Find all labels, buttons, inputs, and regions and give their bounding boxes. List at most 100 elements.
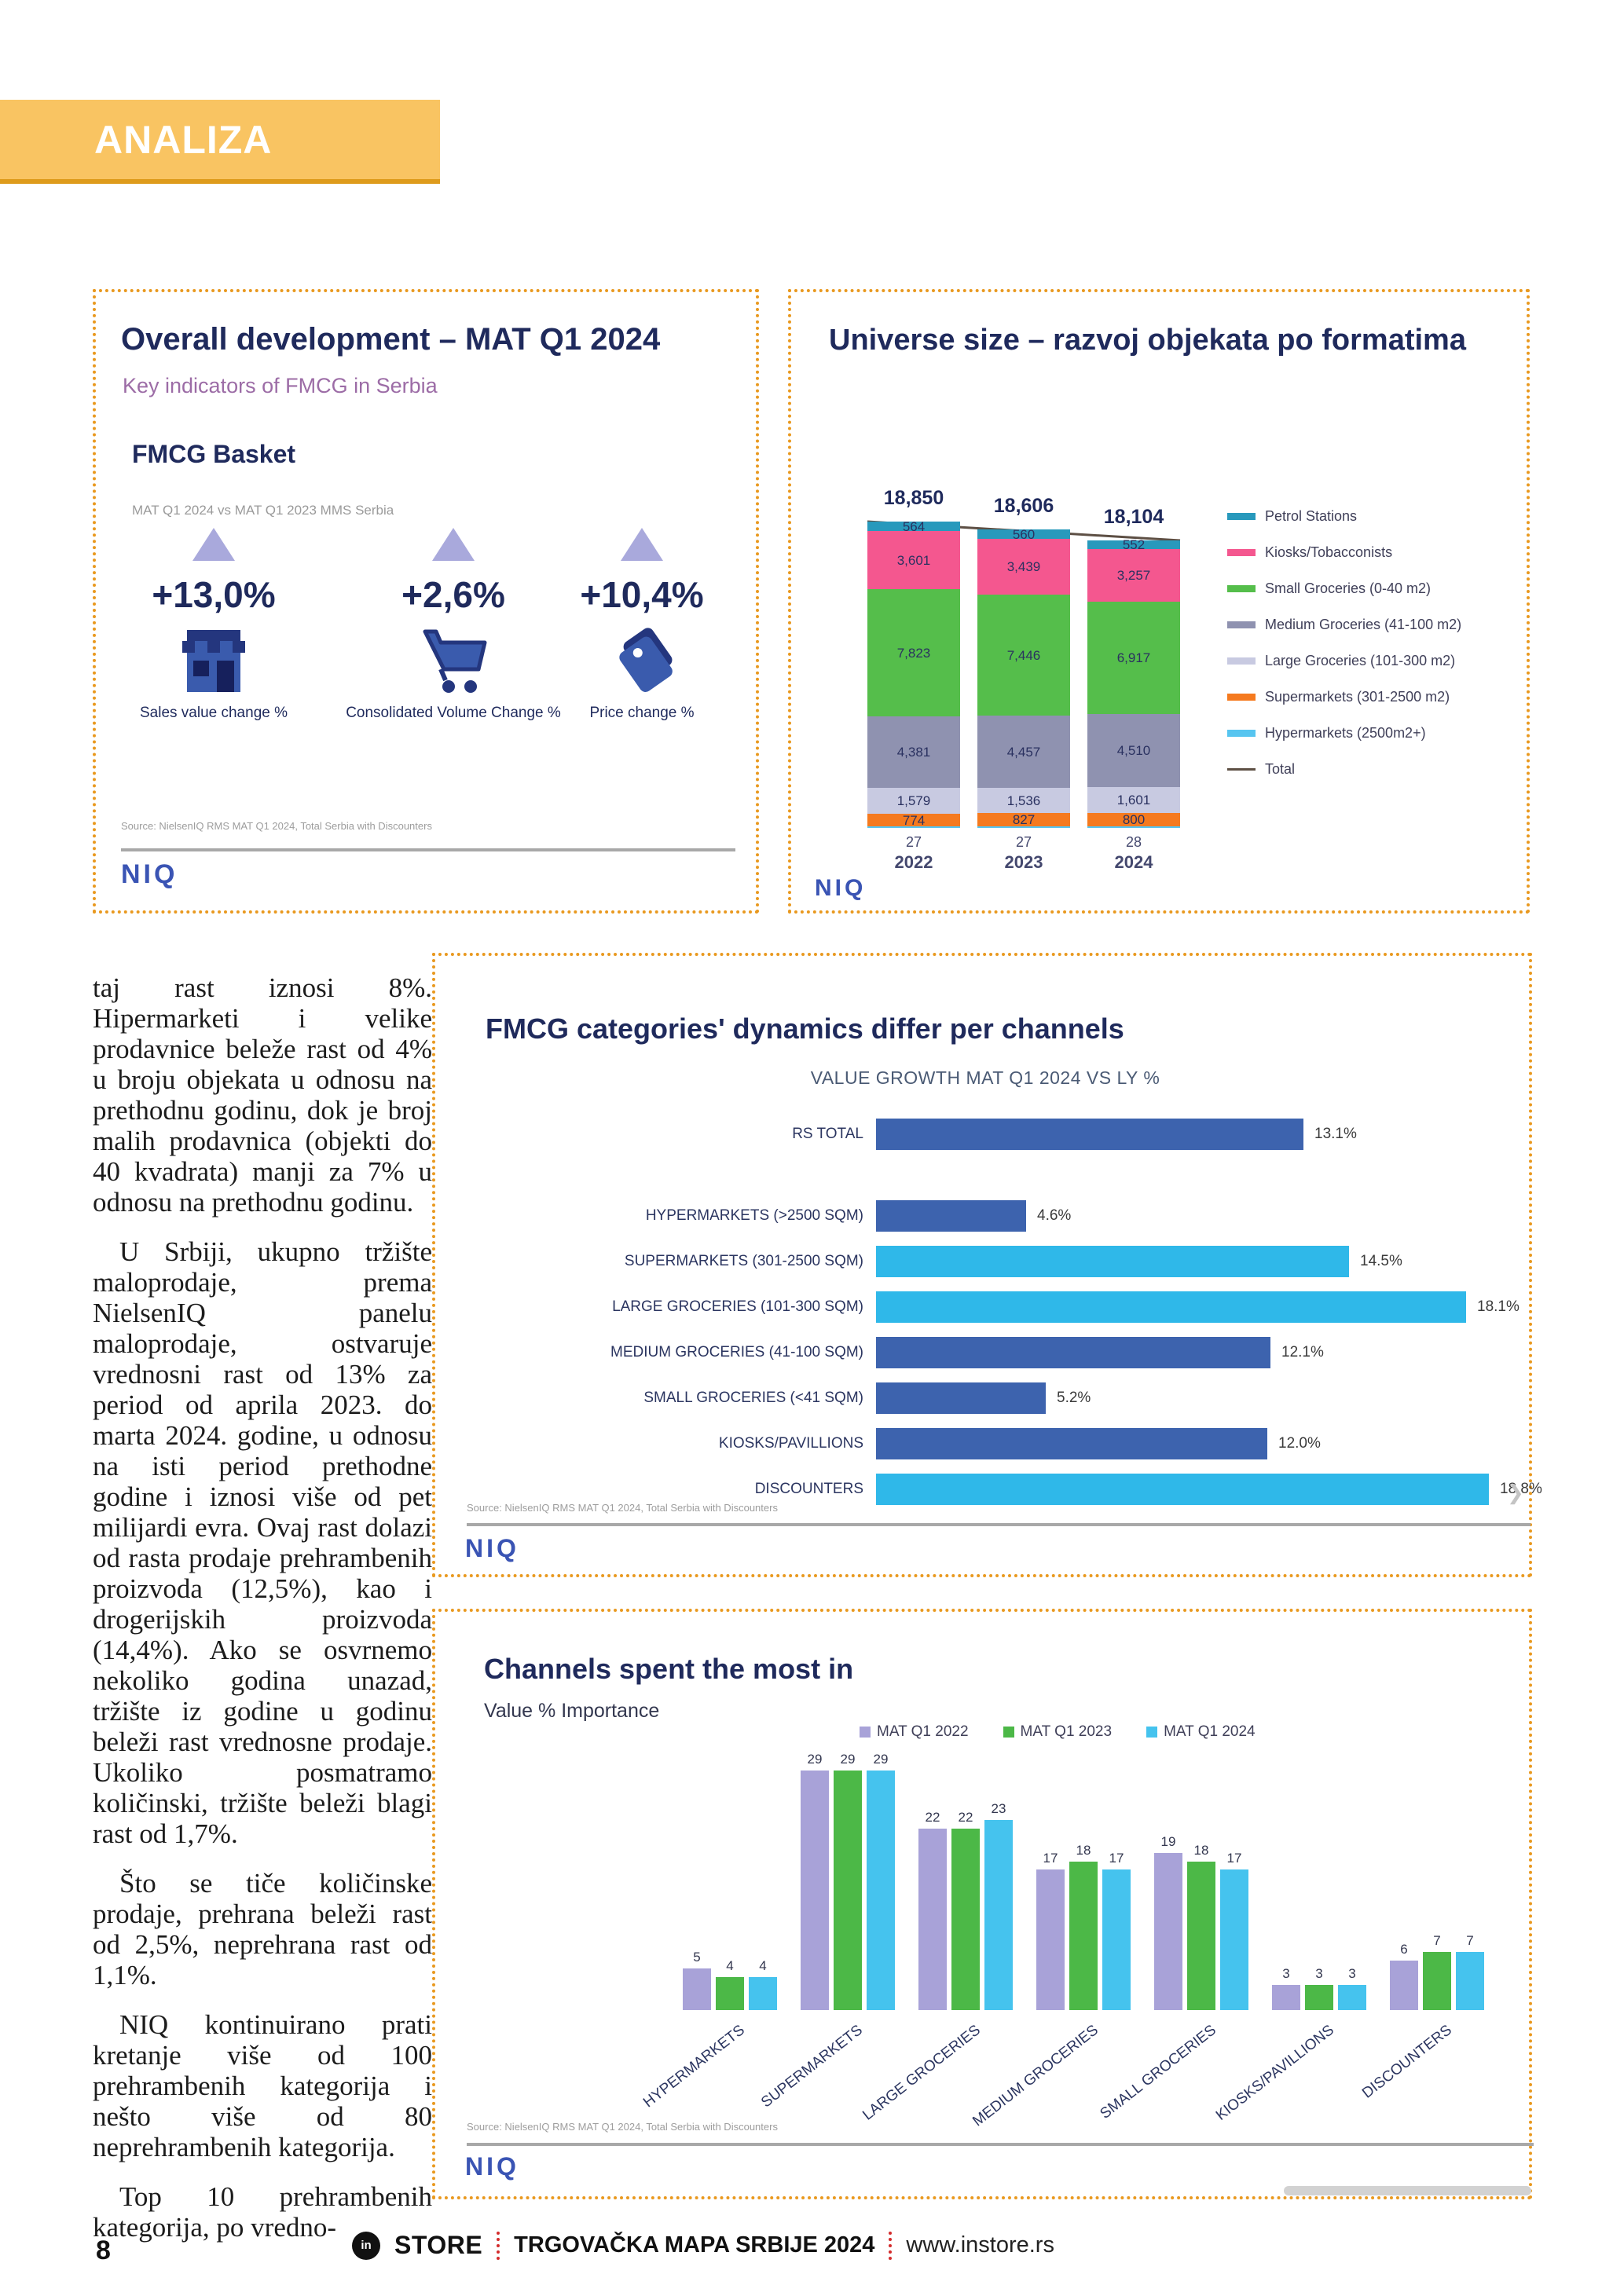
up-triangle-icon (432, 528, 475, 561)
bar (876, 1428, 1267, 1459)
bar (876, 1291, 1466, 1323)
segment-value: 1,579 (896, 793, 931, 808)
hypermarkets-segment (977, 826, 1070, 828)
bar (801, 1771, 829, 2010)
legend-chip (1227, 548, 1256, 556)
scrollbar[interactable] (1284, 2186, 1531, 2195)
article-paragraph: taj rast iznosi 8%. Hipermarketi i velik… (93, 972, 432, 1218)
chart1-subtitle: Key indicators of FMCG in Serbia (123, 374, 438, 397)
legend-item: Medium Groceries (41-100 m2) (1227, 606, 1461, 643)
bar-group-kiosks: 3 3 3 (1272, 1751, 1366, 2010)
legend-chip (1003, 1727, 1014, 1738)
bar-row: RS TOTAL 13.1% (435, 1119, 1357, 1150)
up-triangle-icon (621, 528, 663, 561)
x-label-2022: 27 2022 (867, 834, 960, 873)
bar-group-discounters: 6 7 7 (1390, 1751, 1484, 2010)
niq-logo: NIQ (121, 859, 178, 889)
segment-value: 4,457 (1006, 744, 1041, 760)
indicator-sales-value: +13,0% Sales value change % (108, 528, 320, 722)
chart2-title: Universe size – razvoj objekata po forma… (829, 324, 1466, 357)
divider-line (467, 1523, 1531, 1526)
year-label: 2022 (894, 852, 933, 872)
article-paragraph: NIQ kontinuirano prati kretanje više od … (93, 2009, 432, 2162)
bar-row: SMALL GROCERIES (<41 SQM) 5.2% (435, 1382, 1091, 1414)
bar-total: 18,850 (883, 487, 944, 509)
segment-value: 564 (902, 518, 926, 534)
indicator-price: +10,4% Price change % (540, 528, 744, 722)
segment-value: 1,536 (1006, 793, 1041, 808)
legend-item: MAT Q1 2022 (860, 1723, 969, 1741)
niq-logo: NIQ (815, 875, 867, 901)
price-tag-icon (540, 625, 744, 700)
chart3-panel: FMCG categories' dynamics differ per cha… (432, 953, 1542, 1577)
stacked-bar-2023: 560 3,439 7,446 4,457 1,536 827 (977, 526, 1070, 828)
chart2-panel: Universe size – razvoj objekata po forma… (788, 289, 1530, 914)
source-note: Source: NielsenIQ RMS MAT Q1 2024, Total… (467, 2121, 778, 2133)
segment-value: 7,823 (896, 645, 931, 661)
segment-value: 560 (1012, 526, 1036, 542)
bar-row: HYPERMARKETS (>2500 SQM) 4.6% (435, 1200, 1071, 1232)
article-paragraph: Top 10 prehrambenih kategorija, po vredn… (93, 2181, 432, 2243)
up-triangle-icon (192, 528, 235, 561)
segment-value: 3,601 (896, 552, 931, 568)
source-note: Source: NielsenIQ RMS MAT Q1 2024, Total… (121, 820, 432, 832)
chart4-title: Channels spent the most in (484, 1653, 854, 1685)
bar-group-medium-groceries: 17 18 17 (1036, 1751, 1131, 2010)
chart4-subtitle: Value % Importance (484, 1700, 660, 1722)
segment-value: 774 (902, 812, 926, 828)
chart3-title: FMCG categories' dynamics differ per cha… (486, 1013, 1124, 1045)
stacked-bar-2024: 552 3,257 6,917 4,510 1,601 800 (1087, 538, 1180, 828)
chevron-right-icon: ❯ (1507, 1481, 1524, 1504)
footer-separator (497, 2231, 500, 2260)
bar-row: SUPERMARKETS (301-2500 SQM) 14.5% (435, 1246, 1402, 1277)
hypermarkets-segment (1087, 826, 1180, 828)
legend-item: Petrol Stations (1227, 498, 1461, 534)
niq-logo: NIQ (465, 2152, 519, 2181)
bar-group-large-groceries: 22 22 23 (918, 1751, 1013, 2010)
legend-item: Supermarkets (301-2500 m2) (1227, 679, 1461, 715)
indicator-label: Price change % (589, 705, 695, 721)
segment-value: 3,439 (1006, 559, 1041, 574)
segment-value: 6,917 (1116, 650, 1151, 665)
chart4-panel: Channels spent the most in Value % Impor… (432, 1609, 1534, 2199)
segment-value: 4,510 (1116, 743, 1151, 758)
hypermarkets-segment (867, 826, 960, 828)
legend-chip (1227, 767, 1256, 771)
article-paragraph: Što se tiče količinske prodaje, prehrana… (93, 1868, 432, 1990)
section-title: ANALIZA (94, 118, 273, 162)
hypermarkets-count: 27 (1015, 834, 1032, 850)
divider-line (467, 2143, 1534, 2146)
hypermarkets-count: 27 (905, 834, 922, 850)
chart1-title: Overall development – MAT Q1 2024 (121, 322, 661, 357)
year-label: 2023 (1004, 852, 1043, 872)
article-column: taj rast iznosi 8%. Hipermarketi i velik… (93, 972, 432, 2261)
bar (1338, 1985, 1366, 2010)
instore-logo-icon: in (352, 2231, 380, 2260)
bar-total: 18,104 (1103, 506, 1164, 528)
segment-value: 827 (1012, 812, 1036, 827)
indicator-value: +2,6% (401, 574, 505, 615)
indicator-volume: +2,6% Consolidated Volume Change % (324, 528, 583, 722)
legend-chip (1227, 693, 1256, 701)
chart2-legend: Petrol Stations Kiosks/Tobacconists Smal… (1227, 498, 1461, 787)
segment-value: 7,446 (1006, 647, 1041, 663)
footer: in STORE TRGOVAČKA MAPA SRBIJE 2024 www.… (352, 2231, 1054, 2260)
legend-chip (1227, 512, 1256, 520)
footer-website[interactable]: www.instore.rs (906, 2232, 1054, 2258)
page-number: 8 (96, 2236, 111, 2265)
divider-line (121, 848, 735, 851)
bar (716, 1977, 744, 2010)
bar-total: 18,606 (993, 495, 1054, 517)
legend-chip (1146, 1727, 1158, 1738)
bar (1272, 1985, 1300, 2010)
bar (683, 1968, 711, 2010)
bar-row: DISCOUNTERS 18.8% (435, 1474, 1542, 1505)
bar (1154, 1853, 1182, 2010)
source-note: Source: NielsenIQ RMS MAT Q1 2024, Total… (467, 1502, 778, 1514)
bar (749, 1977, 777, 2010)
indicator-value: +10,4% (580, 574, 704, 615)
niq-logo: NIQ (465, 1534, 519, 1562)
legend-chip (1227, 657, 1256, 665)
chart1-period-note: MAT Q1 2024 vs MAT Q1 2023 MMS Serbia (132, 503, 394, 518)
magazine-name: STORE (394, 2231, 483, 2259)
